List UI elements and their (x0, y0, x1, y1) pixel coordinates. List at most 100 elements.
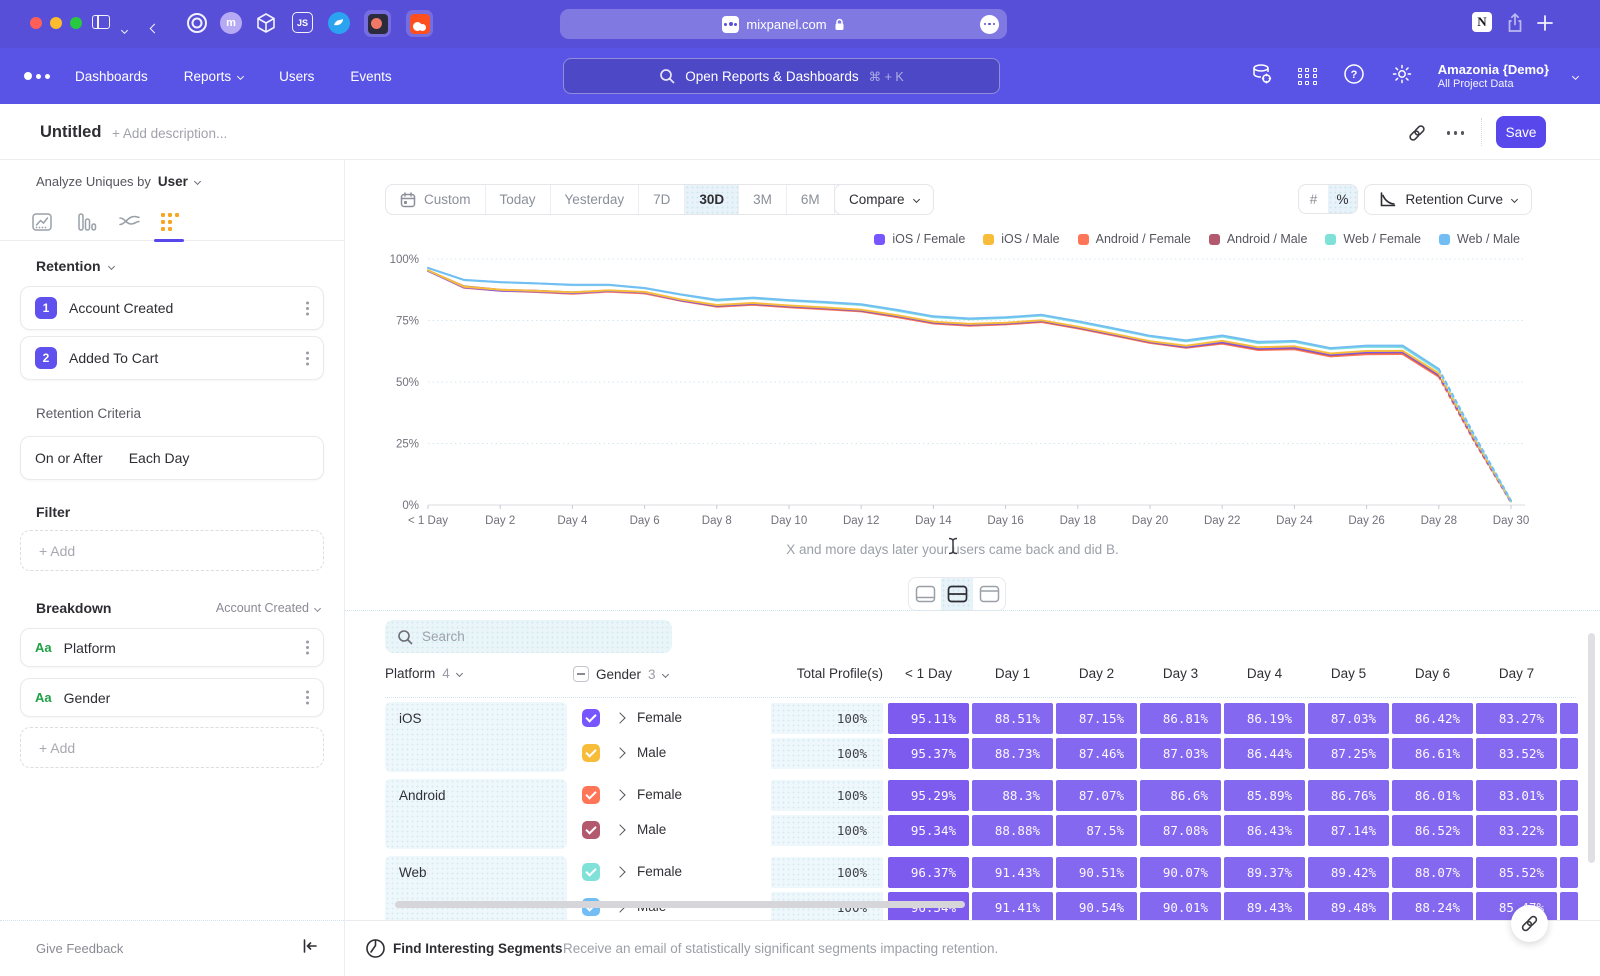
extension-mixpanel-icon[interactable] (364, 10, 391, 37)
filter-add-button[interactable]: + Add (20, 530, 324, 571)
breakdown-scope-dropdown[interactable]: Account Created (216, 601, 320, 615)
row-expander-icon[interactable] (614, 824, 625, 835)
retention-cell-clipped[interactable] (1560, 815, 1578, 846)
series-line-dashed-web-male[interactable] (1439, 369, 1511, 501)
table-search-input[interactable] (422, 629, 642, 644)
chevron-down-icon[interactable] (122, 20, 127, 38)
retention-cell[interactable]: 95.34% (888, 815, 969, 846)
retention-cell[interactable]: 87.25% (1308, 738, 1389, 769)
total-profiles-header[interactable]: Total Profile(s) (725, 666, 883, 681)
retention-cell[interactable]: 95.29% (888, 780, 969, 811)
platform-column-header[interactable]: Platform4 (385, 666, 462, 681)
series-line-web-male[interactable] (428, 268, 1439, 369)
legend-item-android-female[interactable]: Android / Female (1078, 232, 1191, 246)
retention-cell[interactable]: 83.52% (1476, 738, 1557, 769)
retention-cell[interactable]: 85.52% (1476, 857, 1557, 888)
retention-cell-clipped[interactable] (1560, 857, 1578, 888)
legend-item-web-female[interactable]: Web / Female (1325, 232, 1421, 246)
retention-cell[interactable]: 87.15% (1056, 703, 1137, 734)
retention-step-added-to-cart[interactable]: 2Added To Cart (20, 336, 324, 380)
report-title[interactable]: Untitled (40, 123, 101, 142)
retention-cell[interactable]: 87.03% (1140, 738, 1221, 769)
retention-cell[interactable]: 90.01% (1140, 892, 1221, 920)
more-options-icon[interactable] (306, 696, 309, 699)
horizontal-scrollbar[interactable] (395, 901, 965, 908)
day-column-header-day-2[interactable]: Day 2 (1056, 666, 1137, 681)
extension-cube-icon[interactable] (255, 12, 277, 34)
retention-cell[interactable]: 86.81% (1140, 703, 1221, 734)
extension-bird-icon[interactable] (328, 12, 350, 34)
tab-funnels[interactable] (72, 208, 100, 236)
give-feedback-link[interactable]: Give Feedback (36, 941, 123, 956)
mixpanel-logo[interactable] (24, 72, 50, 80)
tab-retention[interactable] (156, 208, 184, 236)
url-bar[interactable]: mixpanel.com (560, 9, 1007, 39)
retention-cell[interactable]: 91.41% (972, 892, 1053, 920)
retention-cell[interactable]: 87.46% (1056, 738, 1137, 769)
breakdown-add-button[interactable]: + Add (20, 727, 324, 768)
row-checkbox-android-male[interactable] (582, 821, 600, 839)
row-expander-icon[interactable] (614, 866, 625, 877)
retention-cell[interactable]: 90.54% (1056, 892, 1137, 920)
retention-cell[interactable]: 87.03% (1308, 703, 1389, 734)
nav-item-users[interactable]: Users (279, 69, 314, 84)
tab-flows[interactable] (116, 208, 144, 236)
share-link-floating-button[interactable] (1511, 905, 1548, 942)
sidebar-toggle-icon[interactable] (92, 15, 110, 29)
breakdown-item-gender[interactable]: AaGender (20, 678, 324, 717)
close-window-button[interactable] (30, 17, 42, 29)
retention-cell[interactable]: 95.11% (888, 703, 969, 734)
day-column-header-day-3[interactable]: Day 3 (1140, 666, 1221, 681)
vertical-scrollbar[interactable] (1588, 633, 1595, 863)
more-options-icon[interactable] (306, 646, 309, 649)
day-column-header-day-6[interactable]: Day 6 (1392, 666, 1473, 681)
retention-cell[interactable]: 87.08% (1140, 815, 1221, 846)
row-checkbox-ios-female[interactable] (582, 709, 600, 727)
more-options-icon[interactable] (306, 357, 309, 360)
extension-js-icon[interactable]: JS (292, 12, 313, 33)
row-checkbox-web-female[interactable] (582, 863, 600, 881)
unit-percent[interactable]: % (1328, 185, 1357, 213)
range-today[interactable]: Today (485, 185, 550, 214)
tab-insights[interactable] (28, 208, 56, 236)
retention-cell[interactable]: 90.07% (1140, 857, 1221, 888)
new-tab-icon[interactable] (1535, 12, 1555, 34)
retention-cell[interactable]: 96.37% (888, 857, 969, 888)
settings-gear-icon[interactable] (1390, 62, 1414, 91)
layout-chart-only-button[interactable] (909, 578, 941, 610)
legend-item-android-male[interactable]: Android / Male (1209, 232, 1308, 246)
share-icon[interactable] (1505, 12, 1525, 34)
gender-column-header[interactable]: Gender3 (573, 666, 668, 682)
layout-table-only-button[interactable] (973, 578, 1005, 610)
retention-cell-clipped[interactable] (1560, 892, 1578, 920)
retention-cell[interactable]: 83.27% (1476, 703, 1557, 734)
row-expander-icon[interactable] (614, 789, 625, 800)
back-icon[interactable] (151, 19, 158, 37)
view-type-dropdown[interactable]: Retention Curve (1364, 184, 1532, 215)
total-profiles-cell[interactable]: 100% (771, 780, 883, 811)
analyze-value-dropdown[interactable]: User (158, 174, 188, 189)
table-search[interactable] (385, 620, 672, 653)
retention-cell[interactable]: 88.3% (972, 780, 1053, 811)
row-checkbox-android-female[interactable] (582, 786, 600, 804)
total-profiles-cell[interactable]: 100% (771, 815, 883, 846)
collapse-sidebar-icon[interactable] (302, 939, 318, 957)
global-search-button[interactable]: Open Reports & Dashboards ⌘ + K (563, 58, 1000, 94)
nav-item-dashboards[interactable]: Dashboards (75, 69, 148, 84)
retention-cell[interactable]: 88.24% (1392, 892, 1473, 920)
retention-cell[interactable]: 86.52% (1392, 815, 1473, 846)
retention-cell[interactable]: 87.14% (1308, 815, 1389, 846)
retention-cell[interactable]: 83.01% (1476, 780, 1557, 811)
extension-ring-icon[interactable] (186, 12, 208, 34)
url-extensions-button[interactable] (980, 15, 999, 34)
retention-cell[interactable]: 86.61% (1392, 738, 1473, 769)
retention-cell[interactable]: 87.5% (1056, 815, 1137, 846)
day-column-header-day-4[interactable]: Day 4 (1224, 666, 1305, 681)
day-column-header-day-5[interactable]: Day 5 (1308, 666, 1389, 681)
retention-cell[interactable]: 86.01% (1392, 780, 1473, 811)
range-6m[interactable]: 6M (786, 185, 834, 214)
range-7d[interactable]: 7D (638, 185, 684, 214)
retention-cell[interactable]: 89.42% (1308, 857, 1389, 888)
select-all-checkbox[interactable] (573, 666, 589, 682)
retention-cell[interactable]: 86.44% (1224, 738, 1305, 769)
